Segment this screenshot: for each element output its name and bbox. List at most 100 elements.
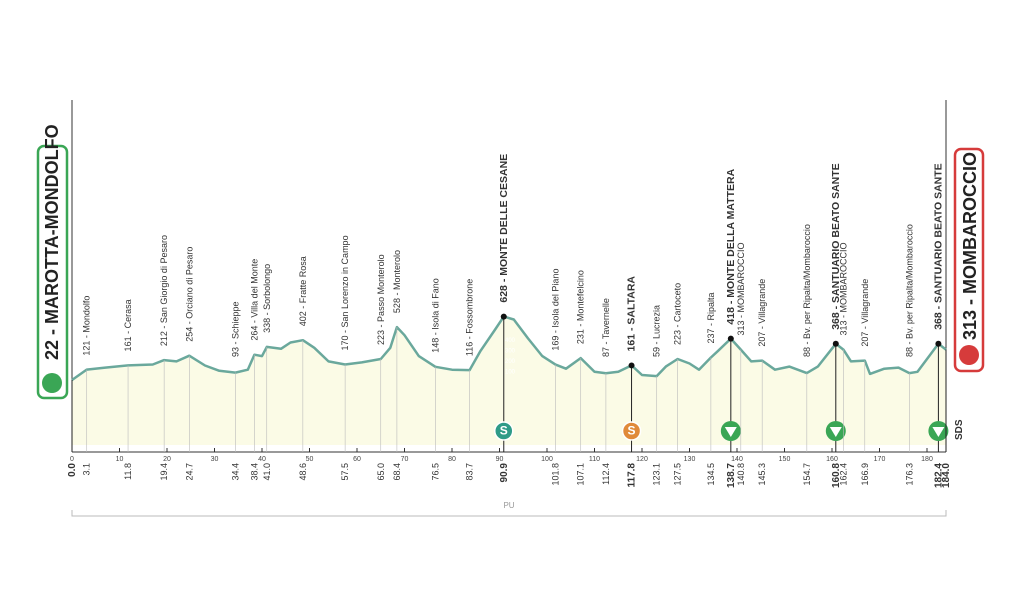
waypoint-label: 59 - Lucrezia: [652, 305, 662, 357]
waypoint-km: 48.6: [298, 463, 308, 481]
waypoint-dot: [628, 362, 635, 369]
waypoint-label: 628 - MONTE DELLE CESANE: [498, 154, 510, 303]
y-tick-label: 300: [505, 348, 516, 354]
waypoint-km: 90.9: [499, 463, 510, 483]
waypoint-label: 88 - Bv. per Ripalta/Mombaroccio: [904, 224, 914, 357]
waypoint-label: 116 - Fossombrone: [465, 279, 475, 356]
waypoint-km: 112.4: [601, 463, 611, 485]
waypoint-label: 368 - SANTUARIO BEATO SANTE: [830, 163, 842, 329]
waypoint-km: 154.7: [802, 463, 812, 486]
waypoint-label: 313 - MOMBAROCCIO: [736, 243, 746, 336]
start-label: 22 - MAROTTA-MONDOLFO: [42, 124, 62, 360]
waypoint-label: 161 - Cerasa: [123, 299, 133, 351]
plot: 0 10 20 30 40 50 60 70 80 90 100 110 120 130 140 150 160…: [67, 100, 952, 488]
waypoint-km: 57.5: [340, 463, 350, 481]
waypoint-label: 254 - Orciano di Pesaro: [184, 247, 194, 342]
x-tick-label: 20: [163, 456, 171, 463]
x-tick-label: 80: [448, 456, 456, 463]
waypoint-km: 138.7: [726, 463, 737, 488]
waypoint-label: 170 - San Lorenzo in Campo: [340, 235, 350, 350]
waypoint-label: 148 - Isola di Fano: [430, 278, 440, 353]
waypoint-km: 176.3: [904, 463, 914, 486]
waypoint-km: 24.7: [184, 463, 194, 481]
waypoint-label: 237 - Ripalta: [706, 292, 716, 343]
profile-fill: [72, 316, 946, 445]
waypoint-label: 93 - Schieppe: [230, 301, 240, 357]
x-tick-label: 140: [731, 456, 743, 463]
waypoint-km: 160.8: [831, 463, 842, 488]
waypoint-label: 231 - Montefelcino: [576, 270, 586, 344]
waypoint-km: 182.4: [933, 463, 944, 488]
waypoint-label: 207 - Villagrande: [757, 279, 767, 347]
waypoint-label: 207 - Villagrande: [860, 279, 870, 347]
waypoint-km: 19.4: [159, 463, 169, 481]
waypoint-label: 88 - Bv. per Ripalta/Mombaroccio: [802, 224, 812, 357]
waypoint-dot: [832, 340, 839, 347]
waypoint-km: 11.8: [123, 463, 133, 480]
waypoint-label: 87 - Tavernelle: [601, 298, 611, 357]
waypoint-km: 76.5: [430, 463, 440, 481]
waypoint-km: 101.8: [551, 463, 561, 486]
waypoint-label: 121 - Mondolfo: [82, 296, 92, 356]
sprint-icon: [621, 421, 642, 441]
finish-icon: [959, 345, 979, 365]
waypoint-label: 223 - Passo Monterolo: [376, 254, 386, 345]
waypoint-km: 162.4: [838, 463, 848, 486]
waypoint-label: 161 - SALTARA: [626, 276, 638, 352]
waypoint-km: 34.4: [230, 463, 240, 481]
waypoint-km: 117.8: [627, 463, 638, 488]
x-tick-label: 180: [921, 456, 933, 463]
side-label: SDS: [954, 419, 965, 440]
waypoint-km: 184.0: [941, 463, 952, 488]
x-tick-label: 40: [258, 456, 266, 463]
x-tick-label: 30: [211, 456, 219, 463]
x-tick-label: 110: [589, 456, 600, 463]
sprint-symbol: S: [628, 424, 636, 438]
waypoint-label: 402 - Fratte Rosa: [298, 256, 308, 326]
waypoint-km: 41.0: [262, 463, 272, 481]
waypoint-label: 169 - Isola del Piano: [551, 269, 561, 351]
waypoint-km: 134.5: [706, 463, 716, 486]
waypoint-km: 107.1: [576, 463, 586, 486]
waypoint-km: 0.0: [67, 463, 78, 477]
waypoint-km: 166.9: [860, 463, 870, 486]
waypoint-km: 127.5: [673, 463, 683, 486]
waypoint-label: 212 - San Giorgio di Pesaro: [159, 235, 169, 346]
x-tick-label: 0: [70, 456, 74, 463]
x-tick-label: 170: [874, 456, 886, 463]
sprint-icon: [494, 421, 514, 441]
x-tick-label: 100: [541, 456, 553, 463]
sprint-symbol: S: [500, 424, 508, 438]
waypoint-dot: [500, 313, 507, 320]
waypoint-label: 338 - Sorbolongo: [262, 264, 272, 333]
section-bracket: [71, 510, 947, 517]
waypoint-label: 368 - SANTUARIO BEATO SANTE: [932, 163, 944, 329]
waypoint-km: 38.4: [249, 463, 259, 481]
x-tick-label: 90: [496, 456, 504, 463]
x-tick-label: 120: [636, 456, 648, 463]
waypoint-km: 123.1: [652, 463, 662, 486]
y-tick-label: 200: [505, 359, 516, 365]
waypoint-label: 528 - Monterolo: [392, 250, 402, 313]
waypoint-km: 68.4: [392, 463, 402, 481]
x-tick-label: 130: [684, 456, 696, 463]
x-tick-label: 10: [116, 456, 124, 463]
waypoint-label: 264 - Villa del Monte: [249, 259, 259, 341]
kom-triangle: [932, 427, 945, 437]
waypoint-label: 313 - MOMBAROCCIO: [838, 243, 848, 336]
start-box: [36, 144, 69, 400]
x-tick-label: 160: [826, 456, 838, 463]
waypoint-km: 145.3: [757, 463, 767, 486]
x-tick-label: 70: [401, 456, 409, 463]
waypoint-km: 3.1: [82, 463, 92, 476]
kom-triangle: [829, 427, 842, 437]
waypoint-dot: [935, 340, 942, 347]
waypoint-dot: [727, 335, 734, 342]
start-icon: [42, 373, 62, 393]
waypoint-label: 223 - Cartoceto: [673, 283, 683, 345]
finish-label: 313 - MOMBAROCCIO: [960, 152, 980, 340]
waypoint-km: 83.7: [465, 463, 475, 481]
profile-line: [71, 315, 947, 382]
waypoint-label: 418 - MONTE DELLA MATTERA: [725, 168, 737, 324]
